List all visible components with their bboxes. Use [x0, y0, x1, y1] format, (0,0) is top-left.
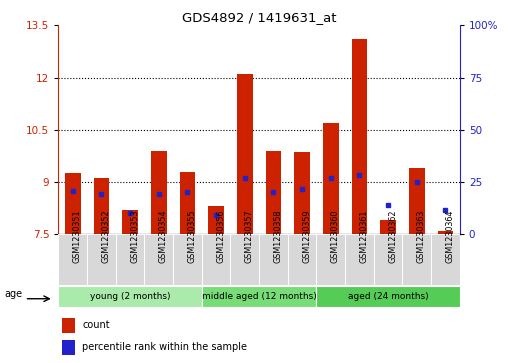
Bar: [179, 172, 195, 234]
Text: GSM1230359: GSM1230359: [302, 210, 311, 264]
Bar: [93, 179, 109, 234]
Bar: [62, 340, 75, 355]
Bar: [352, 39, 367, 234]
Bar: [431, 234, 460, 285]
Text: count: count: [82, 321, 110, 330]
Text: GSM1230352: GSM1230352: [102, 210, 110, 264]
Bar: [231, 234, 259, 285]
Bar: [58, 286, 202, 307]
Bar: [87, 234, 116, 285]
Bar: [259, 234, 288, 285]
Text: GSM1230363: GSM1230363: [417, 210, 426, 264]
Bar: [380, 220, 396, 234]
Bar: [402, 234, 431, 285]
Bar: [316, 286, 460, 307]
Bar: [173, 234, 202, 285]
Bar: [144, 234, 173, 285]
Text: middle aged (12 months): middle aged (12 months): [202, 292, 316, 301]
Text: GSM1230356: GSM1230356: [216, 210, 225, 264]
Text: GSM1230351: GSM1230351: [73, 210, 82, 264]
Bar: [202, 234, 231, 285]
Text: GSM1230364: GSM1230364: [446, 210, 455, 264]
Bar: [266, 151, 281, 234]
Text: young (2 months): young (2 months): [90, 292, 170, 301]
Text: GSM1230357: GSM1230357: [245, 210, 254, 264]
Text: GSM1230355: GSM1230355: [187, 210, 197, 264]
Text: GSM1230353: GSM1230353: [130, 210, 139, 264]
Text: GSM1230358: GSM1230358: [273, 210, 282, 264]
Text: percentile rank within the sample: percentile rank within the sample: [82, 342, 247, 352]
Text: GSM1230362: GSM1230362: [388, 210, 397, 264]
Bar: [323, 123, 339, 234]
Bar: [202, 286, 316, 307]
Text: aged (24 months): aged (24 months): [348, 292, 428, 301]
Bar: [294, 152, 310, 234]
Bar: [437, 231, 453, 234]
Bar: [65, 173, 81, 234]
Bar: [316, 234, 345, 285]
Text: GSM1230361: GSM1230361: [359, 210, 368, 264]
Bar: [62, 318, 75, 333]
Bar: [288, 234, 316, 285]
Text: GSM1230360: GSM1230360: [331, 210, 340, 264]
Bar: [345, 234, 374, 285]
Text: age: age: [5, 289, 23, 299]
Text: GSM1230354: GSM1230354: [158, 210, 168, 264]
Title: GDS4892 / 1419631_at: GDS4892 / 1419631_at: [182, 11, 336, 24]
Bar: [374, 234, 402, 285]
Bar: [208, 206, 224, 234]
Bar: [122, 210, 138, 234]
Bar: [237, 74, 252, 234]
Bar: [151, 151, 167, 234]
Bar: [58, 234, 87, 285]
Bar: [409, 168, 425, 234]
Bar: [116, 234, 144, 285]
